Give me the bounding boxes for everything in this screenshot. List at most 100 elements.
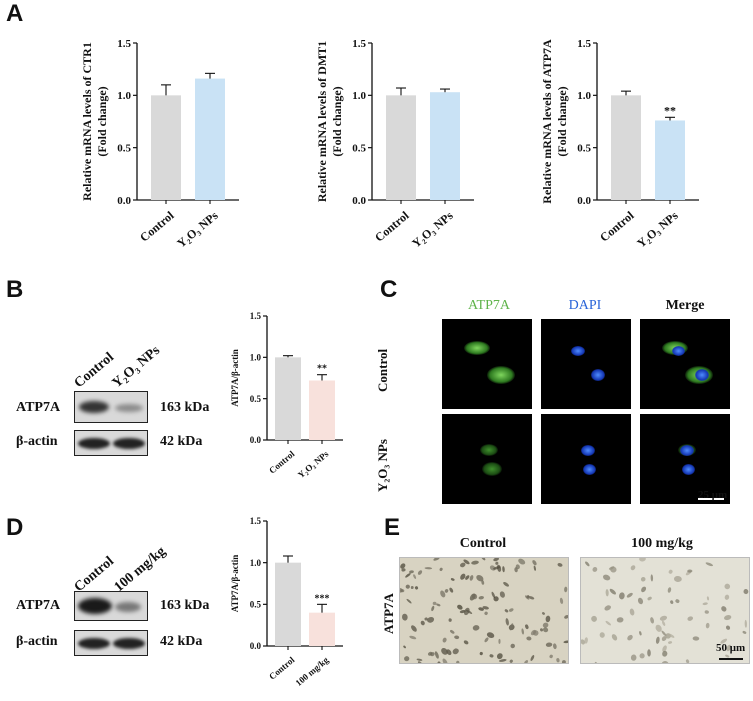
cell-nucleus [629,608,635,616]
cell-nucleus [661,661,669,663]
y-tick-label: 1.5 [250,516,262,526]
if-control-atp7a [442,319,532,409]
cell-nucleus [486,632,495,639]
cell-nucleus [542,612,545,615]
bar [195,78,225,200]
cell-nucleus [673,575,682,582]
y-tick-label: 1.0 [577,90,591,102]
cell-nucleus [705,562,714,567]
scale-bar-label-c: 25 μm [698,489,728,501]
cell-nucleus [448,618,452,622]
cell-nucleus [476,574,484,582]
lane-label-control: Control [71,349,117,392]
significance-label: ** [317,364,327,375]
cell-nucleus [667,633,675,638]
cell-nucleus [545,615,551,623]
cell-nucleus [561,660,566,663]
band-control [78,598,112,614]
cell-nucleus [518,558,526,565]
cell-nucleus [662,645,667,652]
if-np-merge [640,414,730,504]
cell-nucleus [630,654,637,661]
cell [482,462,502,476]
y-tick-label: 1.0 [117,90,131,102]
cell-nucleus [481,558,486,561]
row-label-atp7a: ATP7A [16,598,61,613]
cell-nucleus [661,630,667,637]
cell-nucleus [687,569,693,573]
cell-nucleus [450,578,455,581]
cell-nucleus [525,595,530,600]
cell-nucleus [584,637,588,644]
band-dose [115,602,141,612]
cell-nucleus [611,634,618,641]
cell-nucleus [493,596,499,602]
panel-letter-c: C [380,276,398,303]
y-axis-label: Relative mRNA levels of ATP7A [540,39,554,204]
chart-blot-d-quant: 0.0 0.5 1.0 1.5 Control *** 100 mg/kg ATP7A/β-a… [230,516,343,688]
cell-nucleus [521,628,524,635]
cell-nucleus [410,585,414,590]
cell-nucleus [581,639,586,645]
cell-nucleus [416,658,423,661]
cell-nucleus [463,607,470,616]
cell-nucleus [553,643,557,650]
cell-nucleus [481,580,485,585]
bar [309,612,335,646]
cell-nucleus [403,645,406,649]
y-tick-label: 1.5 [352,38,366,50]
cell-nucleus [444,589,449,593]
cell-nucleus [702,602,708,606]
cell-nucleus [409,570,414,574]
cell-nucleus [557,563,563,567]
cell-nucleus [667,587,672,593]
lane-label-control: Control [71,553,117,596]
cell-nucleus [449,587,454,593]
cell-nucleus [498,638,501,644]
cell-nucleus [605,589,609,597]
category-label: Y₂O₃ NPs [296,448,331,480]
cell-nucleus [705,622,710,629]
if-control-merge [640,319,730,409]
band-actin-np [113,438,145,449]
y-tick-label: 0.0 [577,195,591,207]
cell-nucleus [417,570,423,575]
band-actin-control [78,438,110,449]
cell-nucleus [532,560,537,566]
cell-nucleus [639,631,642,636]
y-tick-label: 0.5 [577,143,591,155]
y-axis-label: ATP7A/β-actin [230,555,240,613]
cell-nucleus [424,567,433,570]
y-tick-label: 0.5 [352,143,366,155]
y-tick-label: 1.0 [250,558,262,568]
cell-nucleus [704,610,709,614]
row-label-atp7a: ATP7A [16,400,61,415]
band-actin-dose [113,638,145,649]
nucleus [583,464,596,475]
cell-nucleus [472,625,480,631]
cell-nucleus [504,609,509,613]
nucleus [682,464,695,475]
cell-nucleus [661,636,667,641]
cell-nucleus [460,562,466,568]
cell [487,366,515,384]
bar [151,95,181,200]
cell-nucleus [585,561,590,567]
cell-nucleus [619,592,625,600]
nucleus [571,346,585,356]
cell-nucleus [640,576,646,582]
cell-nucleus [432,601,437,605]
cell-nucleus [437,661,441,663]
cell-nucleus [484,637,489,643]
nucleus [680,445,694,456]
cell-nucleus [592,567,598,572]
category-label: Y₂O₃ NPs [174,208,221,250]
scale-bar [719,658,743,660]
cell-nucleus [545,642,553,647]
cell-nucleus [540,628,544,632]
cell-nucleus [460,573,466,580]
cell-nucleus [549,654,553,659]
cell-nucleus [400,588,404,593]
cell-nucleus [413,574,417,579]
significance-label: *** [315,593,330,604]
